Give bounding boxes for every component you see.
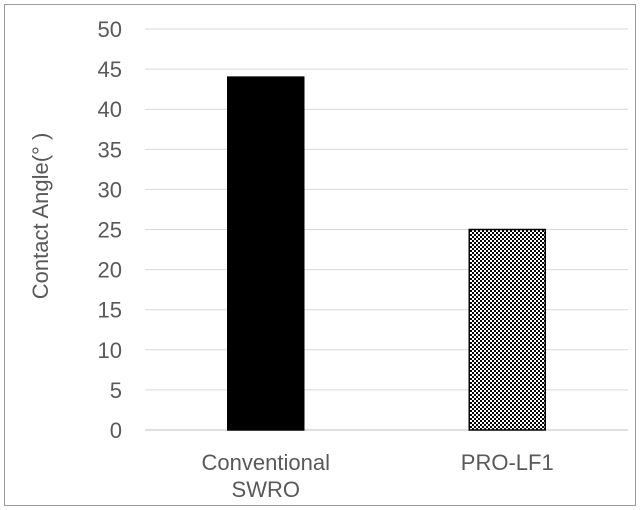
y-tick-label: 0 xyxy=(110,418,122,443)
y-tick-label: 45 xyxy=(98,57,122,82)
y-tick-label: 10 xyxy=(98,338,122,363)
x-tick-labels: Conventional SWRO PRO-LF1 xyxy=(202,450,554,502)
bar-1 xyxy=(468,228,546,431)
y-tick-label: 40 xyxy=(98,97,122,122)
y-axis-title: Contact Angle(° ) xyxy=(28,133,53,300)
gridlines xyxy=(145,28,628,431)
x-tick-label-line: Conventional xyxy=(202,450,330,475)
x-tick-label-line: PRO-LF1 xyxy=(461,450,554,475)
x-tick-label: Conventional SWRO xyxy=(202,450,330,502)
y-tick-label: 35 xyxy=(98,137,122,162)
y-tick-label: 15 xyxy=(98,298,122,323)
x-tick-label-line: SWRO xyxy=(232,477,300,502)
y-tick-label: 5 xyxy=(110,378,122,403)
y-tick-label: 30 xyxy=(98,177,122,202)
y-tick-labels: 0 5 10 15 20 25 30 35 40 45 50 xyxy=(98,17,122,443)
y-tick-label: 50 xyxy=(98,17,122,42)
y-tick-label: 25 xyxy=(98,218,122,243)
x-tick-label: PRO-LF1 xyxy=(461,450,554,475)
y-tick-label: 20 xyxy=(98,258,122,283)
bars xyxy=(227,76,546,431)
bar-0 xyxy=(227,76,305,431)
